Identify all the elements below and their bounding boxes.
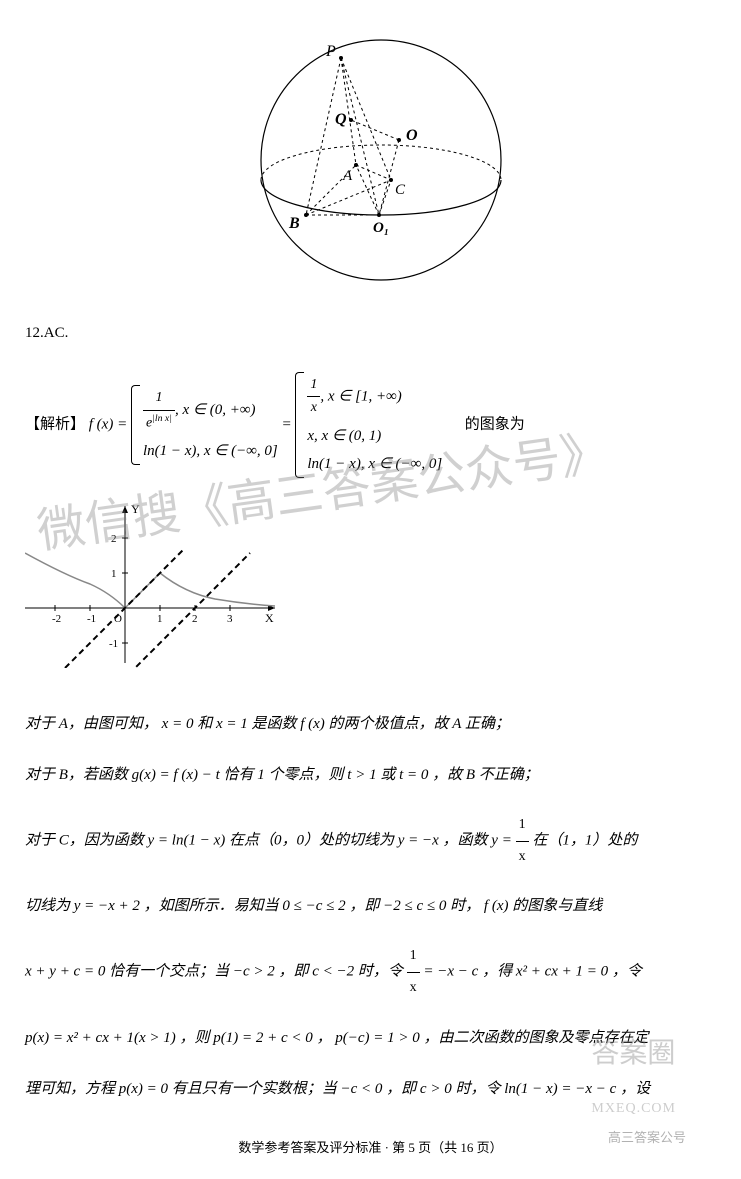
function-graph: -2 -1 O 1 2 3 1 2 -1 X Y bbox=[25, 498, 716, 678]
label-o: O bbox=[406, 127, 418, 144]
label-b: B bbox=[288, 215, 300, 232]
svg-text:2: 2 bbox=[192, 613, 198, 625]
answer-number: 12.AC. bbox=[25, 320, 716, 347]
svg-text:2: 2 bbox=[111, 533, 117, 545]
svg-text:3: 3 bbox=[227, 613, 233, 625]
para-c1: 对于 C，因为函数 y = ln(1 − x) 在点（0，0）处的切线为 y =… bbox=[25, 810, 716, 873]
watermark-small: 高三答案公号 bbox=[608, 1126, 686, 1149]
analysis-label: 【解析】 bbox=[25, 416, 85, 432]
graph-svg: -2 -1 O 1 2 3 1 2 -1 X Y bbox=[25, 498, 285, 668]
para-b: 对于 B，若函数 g(x) = f (x) − t 恰有 1 个零点，则 t >… bbox=[25, 759, 716, 792]
label-q: Q bbox=[335, 111, 347, 128]
eq-sign: = bbox=[282, 416, 296, 432]
footer-text: 数学参考答案及评分标准 · 第 5 页（共 16 页） bbox=[238, 1140, 502, 1155]
label-c: C bbox=[395, 182, 406, 198]
label-p: P bbox=[325, 43, 336, 60]
para-c2: 切线为 y = −x + 2 ，如图所示．易知当 0 ≤ −c ≤ 2 ，即 −… bbox=[25, 890, 716, 923]
sphere-diagram: P O Q A C B O₁ bbox=[25, 20, 716, 300]
svg-text:X: X bbox=[265, 611, 274, 625]
label-o1: O₁ bbox=[373, 220, 389, 236]
sphere-svg: P O Q A C B O₁ bbox=[231, 20, 511, 290]
analysis-row: 【解析】 f (x) = 1e|ln x|, x ∈ (0, +∞) ln(1 … bbox=[25, 372, 716, 478]
svg-text:-2: -2 bbox=[52, 613, 61, 625]
piecewise-2: 1x, x ∈ [1, +∞) x, x ∈ (0, 1) ln(1 − x),… bbox=[295, 372, 442, 478]
svg-text:-1: -1 bbox=[87, 613, 96, 625]
piecewise-1: 1e|ln x|, x ∈ (0, +∞) ln(1 − x), x ∈ (−∞… bbox=[131, 385, 278, 464]
svg-text:Y: Y bbox=[131, 502, 140, 516]
label-a: A bbox=[342, 168, 353, 184]
para-c3: x + y + c = 0 恰有一个交点；当 −c > 2 ，即 c < −2 … bbox=[25, 941, 716, 1004]
para-c5: 理可知，方程 p(x) = 0 有且只有一个实数根；当 −c < 0 ，即 c … bbox=[25, 1073, 716, 1106]
para-c4: p(x) = x² + cx + 1(x > 1) ，则 p(1) = 2 + … bbox=[25, 1022, 716, 1055]
analysis-tail: 的图象为 bbox=[465, 416, 525, 432]
svg-text:-1: -1 bbox=[109, 638, 118, 650]
fx-label: f (x) = bbox=[89, 416, 127, 432]
svg-text:1: 1 bbox=[157, 613, 163, 625]
svg-text:1: 1 bbox=[111, 568, 117, 580]
para-a: 对于 A，由图可知， x = 0 和 x = 1 是函数 f (x) 的两个极值… bbox=[25, 708, 716, 741]
